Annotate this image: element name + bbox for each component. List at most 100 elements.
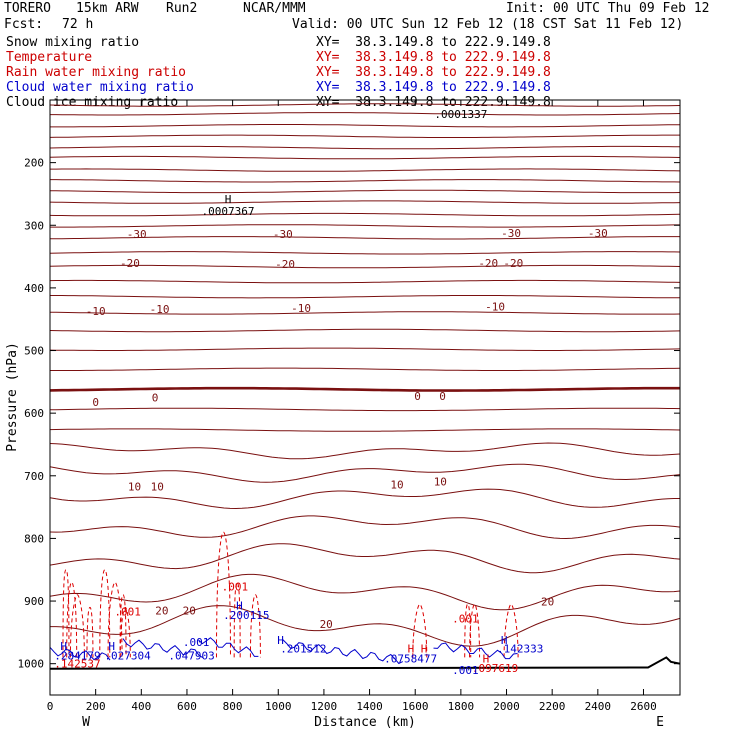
isotherm-line [49, 573, 681, 611]
x-tick-label: 600 [177, 700, 197, 713]
isotherm-line [50, 224, 680, 228]
extrema-label: .097619 [472, 662, 518, 675]
isotherm-line [50, 179, 681, 183]
extrema-label: H [60, 640, 67, 653]
cloud-water-contour [122, 638, 204, 659]
isotherm-line [50, 112, 681, 116]
temperature-contour-label: 0 [439, 390, 446, 403]
extrema-label: .047903 [168, 650, 214, 663]
y-tick-label: 700 [24, 470, 44, 483]
temperature-contour-label: 20 [541, 596, 554, 609]
rain-contour [107, 581, 123, 658]
isotherm-line [49, 189, 681, 194]
extrema-label: .001 [452, 613, 479, 626]
isotherm-line [49, 155, 681, 160]
extrema-label: H H [408, 643, 428, 656]
extrema-label-group: H.0007367.0001337.001.001.001H.200115H.2… [54, 108, 543, 677]
cloud-water-contour [198, 637, 259, 657]
x-tick-label: 0 [47, 700, 54, 713]
isotherm-line [49, 134, 680, 138]
x-tick-label: 1600 [402, 700, 429, 713]
isotherm-line [49, 428, 681, 432]
isotherm-line [50, 236, 680, 240]
extrema-label: .0007367 [202, 205, 255, 218]
temperature-contour-label: -30 [273, 228, 293, 241]
extrema-label: .200115 [223, 609, 269, 622]
isotherm-line [49, 386, 680, 392]
temperature-contour-label: 20 [183, 604, 196, 617]
y-tick-label: 900 [24, 595, 44, 608]
extrema-label: .001 [183, 636, 210, 649]
terrain-line [49, 656, 681, 670]
extrema-label: H [108, 640, 115, 653]
x-axis: 0 200 400 600 800 1000 1200 1400 1600 1800 2000 220… [47, 100, 657, 713]
header-model: 15km ARW [76, 1, 139, 16]
y-tick-label: 400 [24, 282, 44, 295]
temperature-contour-label: 0 [152, 392, 159, 405]
extrema-label: .001 [114, 606, 141, 619]
isotherm-line [49, 328, 681, 333]
temperature-contour-label: -10 [291, 302, 311, 315]
header-fcst-value: 72 h [62, 17, 94, 32]
x-tick-label: 1400 [356, 700, 383, 713]
rain-contour [119, 594, 127, 658]
extrema-label: H [501, 634, 508, 647]
temperature-contour-label: 10 [434, 475, 447, 488]
x-tick-label: 1000 [265, 700, 292, 713]
isotherm-line [49, 279, 681, 284]
temperature-contour-label: 10 [151, 480, 164, 493]
isotherm-line [49, 212, 681, 217]
extrema-label: H [225, 193, 232, 206]
extrema-label: H [483, 653, 490, 666]
cloud-water-contour [282, 639, 404, 665]
x-tick-label: 2200 [539, 700, 566, 713]
legend-xy-rain: XY= 38.3.149.8 to 222.9.149.8 [316, 65, 551, 80]
plot-frame [49, 99, 681, 696]
x-axis-label: Distance (km) [314, 715, 416, 730]
y-tick-label: 800 [24, 532, 44, 545]
isotherm-line [50, 605, 681, 647]
endpoint-east: E [656, 715, 664, 730]
extrema-label: .0001337 [434, 108, 487, 121]
isotherm-line [49, 463, 681, 483]
rain-contour [69, 594, 85, 658]
extrema-label: .142537 [54, 658, 100, 671]
header-run: Run2 [166, 1, 198, 16]
header-init: Init: 00 UTC Thu 09 Feb 12 [506, 1, 710, 16]
y-axis-label: Pressure (hPa) [5, 342, 20, 452]
temperature-contour-label: 0 [92, 396, 99, 409]
temperature-contour-label: -20 [120, 257, 140, 270]
y-tick-label: 1000 [18, 658, 45, 671]
rain-contour [119, 606, 131, 658]
isotherm-line [49, 145, 681, 150]
isotherm-group [49, 103, 681, 647]
legend-xy-cloud-water: XY= 38.3.149.8 to 222.9.149.8 [316, 80, 551, 95]
isotherm-line [50, 367, 681, 371]
isotherm-line [49, 543, 681, 574]
x-tick-label: 200 [86, 700, 106, 713]
isotherm-line [50, 168, 681, 172]
x-tick-label: 800 [223, 700, 243, 713]
rain-contour [86, 606, 94, 658]
isotherm-line [49, 442, 681, 460]
rain-contour [215, 531, 231, 658]
moisture-contours-group [49, 531, 519, 665]
cloud-water-contour [433, 642, 518, 660]
extrema-label: H [277, 634, 284, 647]
extrema-label: .001 [222, 581, 249, 594]
legend-xy-temperature: XY= 38.3.149.8 to 222.9.149.8 [316, 50, 551, 65]
extrema-label: .027304 [104, 650, 151, 663]
temperature-contour-label: 20 [155, 604, 168, 617]
rain-contour [62, 569, 70, 658]
temperature-contour-label: -10 [150, 303, 170, 316]
legend-name-cloud-water: Cloud water mixing ratio [6, 80, 194, 95]
isotherm-line [49, 347, 681, 351]
temperature-contour-label: -20 [503, 257, 523, 270]
x-tick-label: 2000 [493, 700, 520, 713]
x-tick-label: 400 [131, 700, 151, 713]
header-org: NCAR/MMM [243, 1, 306, 16]
isotherm-line [49, 200, 681, 204]
legend-name-rain: Rain water mixing ratio [6, 65, 187, 80]
y-tick-label: 300 [24, 219, 44, 232]
